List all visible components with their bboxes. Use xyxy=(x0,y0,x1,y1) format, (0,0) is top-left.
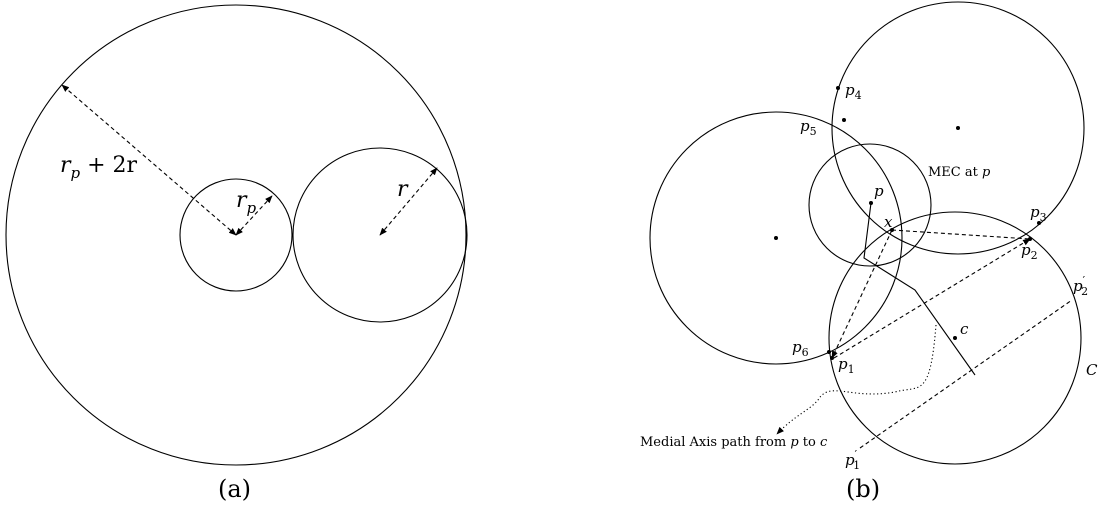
label-rp-plus-2r: rp + 2r xyxy=(60,153,138,182)
point-p3 xyxy=(1037,221,1041,225)
label-c: c xyxy=(960,320,969,338)
point-p xyxy=(869,201,873,205)
point-x xyxy=(890,228,894,232)
dashed-p1prime-to-p2prime xyxy=(859,299,1073,449)
point-p5 xyxy=(842,118,846,122)
point-c xyxy=(953,336,957,340)
label-rp: rp xyxy=(236,188,257,217)
radius-arrow-mid xyxy=(379,167,438,236)
label-medial-axis-path: Medial Axis path from p to c xyxy=(640,435,828,450)
circle-C xyxy=(828,211,1082,465)
circle-top-right xyxy=(831,1,1085,255)
label-p2: p2 xyxy=(1021,241,1038,262)
label-p1: p1 xyxy=(838,355,855,376)
caption-b: (b) xyxy=(846,475,880,503)
radius-arrow-inner xyxy=(235,195,273,236)
label-mec-at-p: MEC at p xyxy=(928,165,991,180)
point-p6 xyxy=(827,350,831,354)
point-p4 xyxy=(836,86,840,90)
label-p: p xyxy=(874,182,884,200)
label-p4: p4 xyxy=(845,81,862,102)
label-p1-prime: p′ 1 xyxy=(845,448,860,472)
dashed-p1-to-p2 xyxy=(833,238,1031,359)
outer-circle xyxy=(5,4,467,466)
label-p6: p6 xyxy=(792,338,809,359)
label-x: x xyxy=(884,213,893,231)
tangent-circle-r xyxy=(292,147,468,323)
label-r: r xyxy=(397,177,409,202)
panel-b: p x c C p1 p2 p3 p4 p5 p6 p′ 1 p′ 2 MEC at… xyxy=(640,1,1098,503)
caption-a: (a) xyxy=(218,475,251,503)
label-C: C xyxy=(1086,361,1098,379)
circle-mec-at-p xyxy=(808,143,932,267)
center-left-point xyxy=(774,236,778,240)
panel-a: rp + 2r rp r (a) xyxy=(5,4,468,503)
point-p2 xyxy=(1028,237,1032,241)
circle-left xyxy=(649,111,903,365)
dashed-x-to-p1 xyxy=(831,229,893,359)
medial-axis-line xyxy=(863,202,976,376)
label-p3: p3 xyxy=(1030,203,1047,224)
point-p1 xyxy=(830,356,834,360)
dashed-x-to-p2 xyxy=(891,229,1031,240)
label-p5: p5 xyxy=(800,117,817,138)
center-top-right-point xyxy=(956,126,960,130)
radius-arrow-outer xyxy=(61,84,237,236)
label-p2-prime: p′ 2 xyxy=(1073,274,1088,298)
